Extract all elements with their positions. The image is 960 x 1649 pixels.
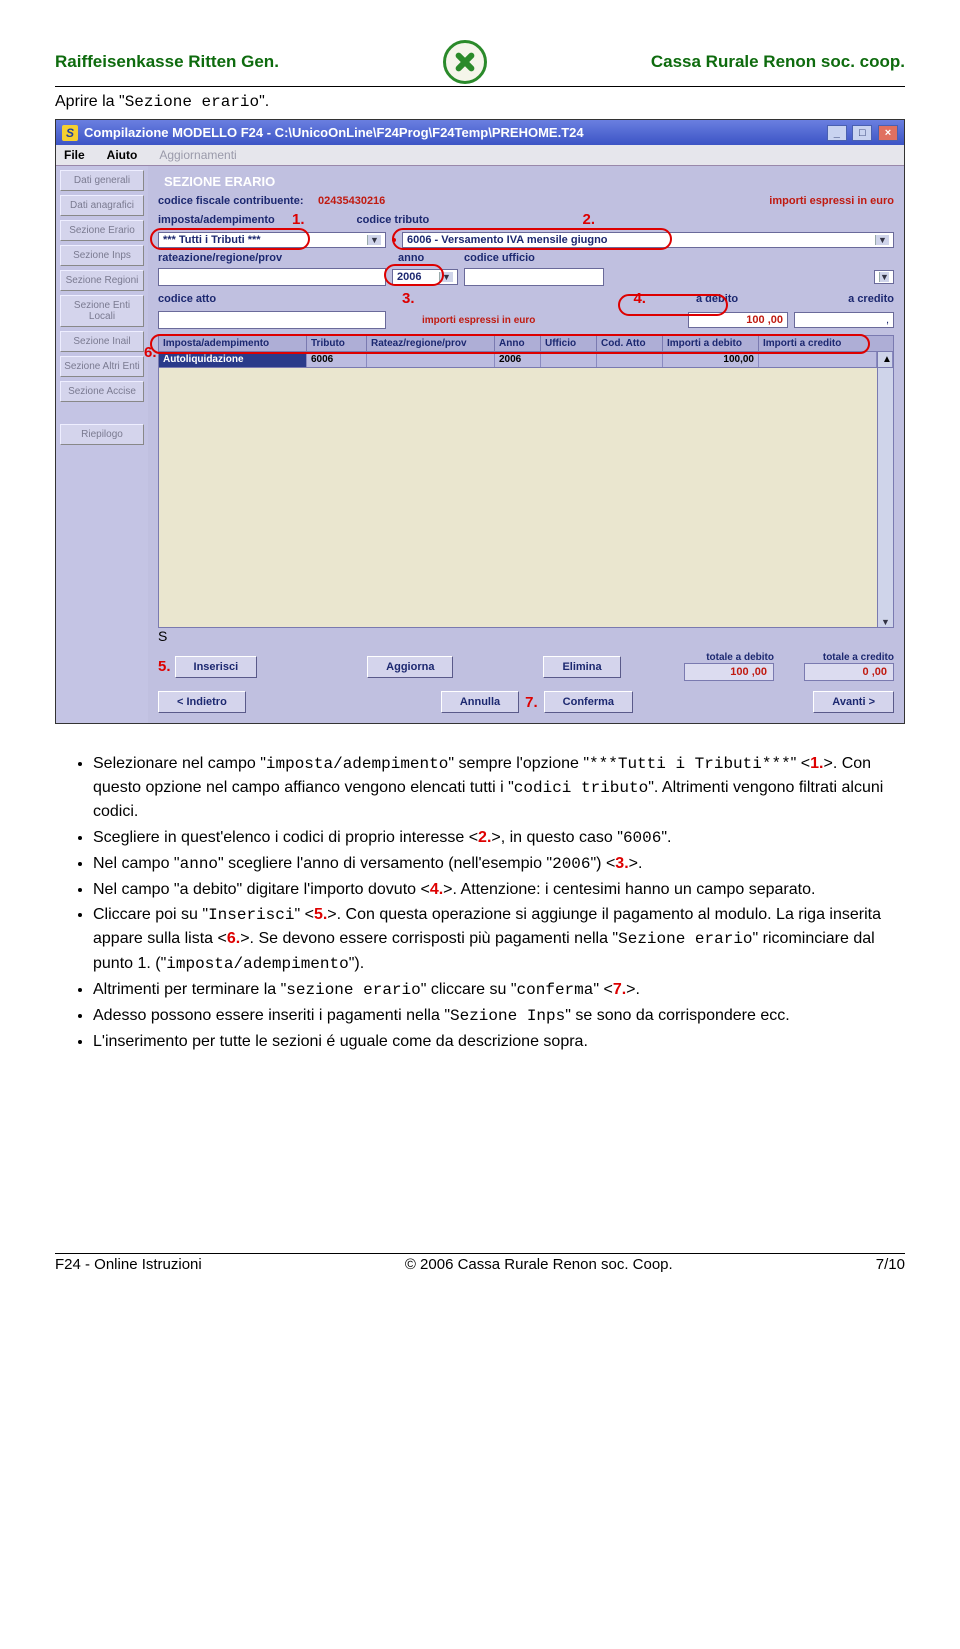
chevron-down-icon: ▼: [879, 272, 889, 282]
scrollbar[interactable]: ▼: [877, 368, 893, 627]
conferma-button[interactable]: Conferma: [544, 691, 633, 713]
instructions: Selezionare nel campo "imposta/adempimen…: [55, 752, 905, 1053]
red-ellipse-6: [150, 334, 870, 354]
menu-aiuto[interactable]: Aiuto: [107, 148, 138, 162]
red-ellipse-4: [618, 294, 728, 316]
cell-impdeb: 100,00: [663, 352, 759, 367]
chevron-down-icon: ▼: [367, 235, 381, 245]
section-title: SEZIONE ERARIO: [164, 174, 894, 189]
footer-left: F24 - Online Istruzioni: [55, 1256, 202, 1273]
anno-label: anno: [398, 252, 458, 264]
cell-imposta: Autoliquidazione: [159, 352, 307, 367]
table-canvas: ▼: [158, 368, 894, 628]
mark-7: 7.: [525, 694, 538, 711]
coduff-label: codice ufficio: [464, 252, 584, 264]
menu-aggiornamenti[interactable]: Aggiornamenti: [159, 148, 236, 162]
scroll-up-icon[interactable]: ▲: [877, 352, 893, 367]
intro-mono: Sezione erario: [125, 93, 259, 111]
bullet-6: Altrimenti per terminare la "sezione era…: [93, 978, 905, 1002]
indietro-button[interactable]: < Indietro: [158, 691, 246, 713]
bullet-2: Scegliere in quest'elenco i codici di pr…: [93, 826, 905, 850]
mark-3: 3.: [402, 290, 415, 307]
bullet-8: L'inserimento per tutte le sezioni é ugu…: [93, 1030, 905, 1053]
mark-1: 1.: [292, 211, 305, 228]
menu-file[interactable]: File: [64, 148, 85, 162]
titlebar: S Compilazione MODELLO F24 - C:\UnicoOnLi…: [56, 120, 904, 145]
red-ellipse-1: [150, 228, 310, 250]
bullet-7: Adesso possono essere inseriti i pagamen…: [93, 1004, 905, 1028]
sidebar-item-dati-generali[interactable]: Dati generali: [60, 170, 144, 191]
acred-label: a credito: [848, 293, 894, 305]
footer: F24 - Online Istruzioni © 2006 Cassa Rur…: [55, 1253, 905, 1273]
header-right: Cassa Rurale Renon soc. coop.: [651, 52, 905, 72]
bullet-4: Nel campo "a debito" digitare l'importo …: [93, 878, 905, 901]
chevron-down-icon: ▼: [875, 235, 889, 245]
intro-suffix: ".: [259, 93, 269, 110]
sidebar-item-riepilogo[interactable]: Riepilogo: [60, 424, 144, 445]
main-panel: SEZIONE ERARIO codice fiscale contribuen…: [148, 166, 904, 723]
footer-right: 7/10: [876, 1256, 905, 1273]
cell-impcred: [759, 352, 877, 367]
sidebar-item-inps[interactable]: Sezione Inps: [60, 245, 144, 266]
sidebar-item-altri[interactable]: Sezione Altri Enti: [60, 356, 144, 377]
cell-ufficio: [541, 352, 597, 367]
sidebar-item-accise[interactable]: Sezione Accise: [60, 381, 144, 402]
menubar: File Aiuto Aggiornamenti: [56, 145, 904, 166]
app-logo-icon: S: [158, 628, 894, 644]
window-title: Compilazione MODELLO F24 - C:\UnicoOnLin…: [84, 125, 584, 140]
aggiorna-button[interactable]: Aggiorna: [367, 656, 453, 678]
totdeb-value: 100 ,00: [684, 663, 774, 681]
app-window: S Compilazione MODELLO F24 - C:\UnicoOnLi…: [55, 119, 905, 724]
sidebar-item-regioni[interactable]: Sezione Regioni: [60, 270, 144, 291]
footer-center: © 2006 Cassa Rurale Renon soc. Coop.: [405, 1256, 673, 1273]
aux-combo[interactable]: ▼: [874, 270, 894, 284]
coduff-input[interactable]: [464, 268, 604, 286]
doc-header: Raiffeisenkasse Ritten Gen. Cassa Rurale…: [55, 40, 905, 87]
mark-5: 5.: [158, 658, 171, 675]
codtrib-label: codice tributo: [357, 214, 447, 226]
sidebar-item-inail[interactable]: Sezione Inail: [60, 331, 144, 352]
elimina-button[interactable]: Elimina: [543, 656, 620, 678]
app-icon: S: [62, 125, 78, 141]
logo-icon: [443, 40, 487, 84]
cell-rate: [367, 352, 495, 367]
acred-input[interactable]: ,: [794, 312, 894, 328]
sidebar-item-erario[interactable]: Sezione Erario: [60, 220, 144, 241]
bullet-5: Cliccare poi su "Inserisci" <5.>. Con qu…: [93, 903, 905, 976]
annulla-button[interactable]: Annulla: [441, 691, 519, 713]
inserisci-button[interactable]: Inserisci: [175, 656, 258, 678]
header-left: Raiffeisenkasse Ritten Gen.: [55, 52, 279, 72]
table-row[interactable]: Autoliquidazione 6006 2006 100,00 ▲: [158, 352, 894, 368]
totdeb-label: totale a debito: [706, 652, 774, 663]
bullet-1: Selezionare nel campo "imposta/adempimen…: [93, 752, 905, 824]
bullet-3: Nel campo "anno" scegliere l'anno di ver…: [93, 852, 905, 876]
codatto-label: codice atto: [158, 293, 248, 305]
sidebar-item-enti[interactable]: Sezione Enti Locali: [60, 295, 144, 327]
minimize-button[interactable]: _: [827, 125, 847, 141]
cf-value: 02435430216: [318, 195, 385, 207]
intro-prefix: Aprire la ": [55, 93, 125, 110]
intro-line: Aprire la "Sezione erario".: [55, 93, 905, 111]
sidebar-item-dati-anagrafici[interactable]: Dati anagrafici: [60, 195, 144, 216]
red-ellipse-3: [384, 264, 444, 286]
sidebar: Dati generali Dati anagrafici Sezione Er…: [56, 166, 148, 723]
totcred-label: totale a credito: [823, 652, 894, 663]
mark-2: 2.: [583, 211, 596, 228]
rate-input[interactable]: [158, 268, 386, 286]
euro-note: importi espressi in euro: [769, 195, 894, 207]
imp-note: importi espressi in euro: [422, 315, 535, 326]
avanti-button[interactable]: Avanti >: [813, 691, 894, 713]
cf-label: codice fiscale contribuente:: [158, 195, 318, 207]
totcred-value: 0 ,00: [804, 663, 894, 681]
codatto-input[interactable]: [158, 311, 386, 329]
maximize-button[interactable]: □: [852, 125, 872, 141]
rate-label: rateazione/regione/prov: [158, 252, 296, 264]
close-button[interactable]: ×: [878, 125, 898, 141]
cell-tributo: 6006: [307, 352, 367, 367]
imposta-label: imposta/adempimento: [158, 214, 286, 226]
cell-codatto: [597, 352, 663, 367]
red-ellipse-2: [392, 228, 672, 250]
cell-anno: 2006: [495, 352, 541, 367]
